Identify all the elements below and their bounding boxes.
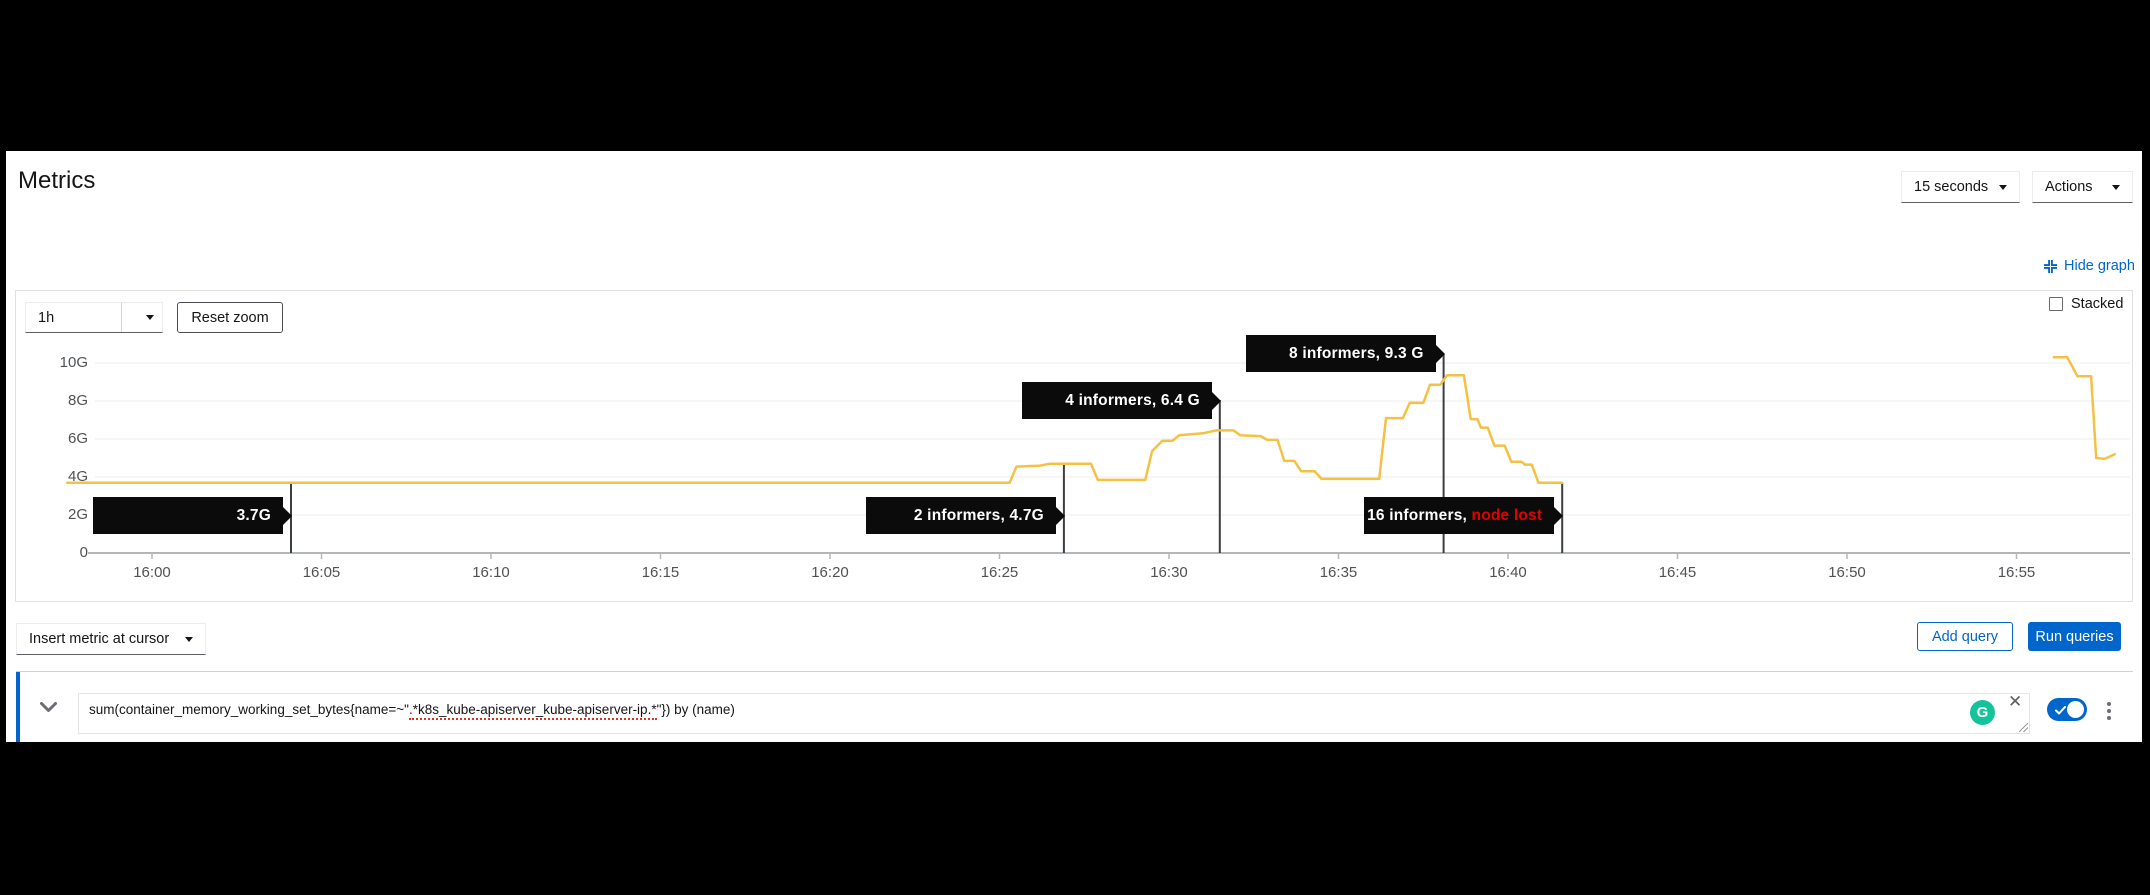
annotation-tooltip: 2 informers, 4.7G [865,497,1065,534]
reset-zoom-button[interactable]: Reset zoom [177,302,283,333]
interval-select-value: 15 seconds [1914,179,1989,195]
resize-handle-icon[interactable] [2019,723,2028,732]
hide-graph-label: Hide graph [2064,258,2135,274]
annotation-arrow-icon [282,506,292,525]
annotation-text: 16 informers, [1367,506,1472,524]
annotation-arrow-icon [1435,344,1445,363]
grammarly-icon[interactable]: G [1970,700,1995,725]
page-title: Metrics [18,167,96,194]
annotation-text: 8 informers, 9.3 G [1289,344,1424,362]
insert-metric-label: Insert metric at cursor [29,631,170,647]
query-text-flagged: .*k8s_kube-apiserver_kube-apiserver-ip.* [408,702,657,720]
stacked-control: Stacked [2049,296,2123,312]
annotation-arrow-icon [1055,506,1065,525]
annotation-tooltip: 3.7G [92,497,292,534]
query-text-post: "}) by (name) [656,702,735,717]
actions-label: Actions [2045,179,2093,195]
clear-query-icon[interactable]: ✕ [2008,693,2023,711]
time-range-select[interactable]: 1h [25,302,163,333]
check-icon [2055,706,2066,715]
compress-icon [2043,259,2058,273]
annotation-arrow-icon [1554,506,1564,525]
annotation-text: 3.7G [236,506,271,524]
annotation-tooltip: 8 informers, 9.3 G [1245,335,1445,372]
query-accent-bar [16,672,20,742]
annotation-text: 2 informers, 4.7G [913,506,1044,524]
insert-metric-select[interactable]: Insert metric at cursor [16,623,206,655]
actions-menu[interactable]: Actions [2032,171,2133,203]
caret-down-icon [146,315,154,320]
annotation-arrow-icon [1211,391,1221,410]
caret-down-icon [185,636,193,642]
stacked-checkbox[interactable] [2049,297,2063,311]
add-query-button[interactable]: Add query [1917,622,2013,651]
select-divider [121,303,122,332]
metrics-page: Metrics 15 seconds Actions Hide graph 1h… [6,151,2142,742]
query-kebab-menu[interactable] [2105,702,2113,720]
query-text-pre: sum(container_memory_working_set_bytes{n… [89,702,409,717]
chevron-down-icon[interactable] [40,702,57,713]
toggle-knob [2067,701,2084,718]
stacked-label: Stacked [2071,296,2124,312]
annotation-tooltip: 4 informers, 6.4 G [1021,382,1221,419]
annotation-text: 4 informers, 6.4 G [1065,391,1200,409]
caret-down-icon [2112,184,2120,190]
interval-select[interactable]: 15 seconds [1901,171,2020,203]
annotation-tooltip: 16 informers, node lost [1364,497,1564,534]
query-card: sum(container_memory_working_set_bytes{n… [16,671,2133,742]
query-enabled-toggle[interactable] [2047,698,2087,721]
graph-panel [15,290,2133,602]
time-range-value: 1h [38,309,55,326]
caret-down-icon [1999,184,2007,190]
annotation-text: node lost [1471,506,1543,524]
query-input[interactable]: sum(container_memory_working_set_bytes{n… [78,693,2030,734]
run-queries-button[interactable]: Run queries [2028,622,2121,651]
hide-graph-link[interactable]: Hide graph [2043,258,2135,274]
